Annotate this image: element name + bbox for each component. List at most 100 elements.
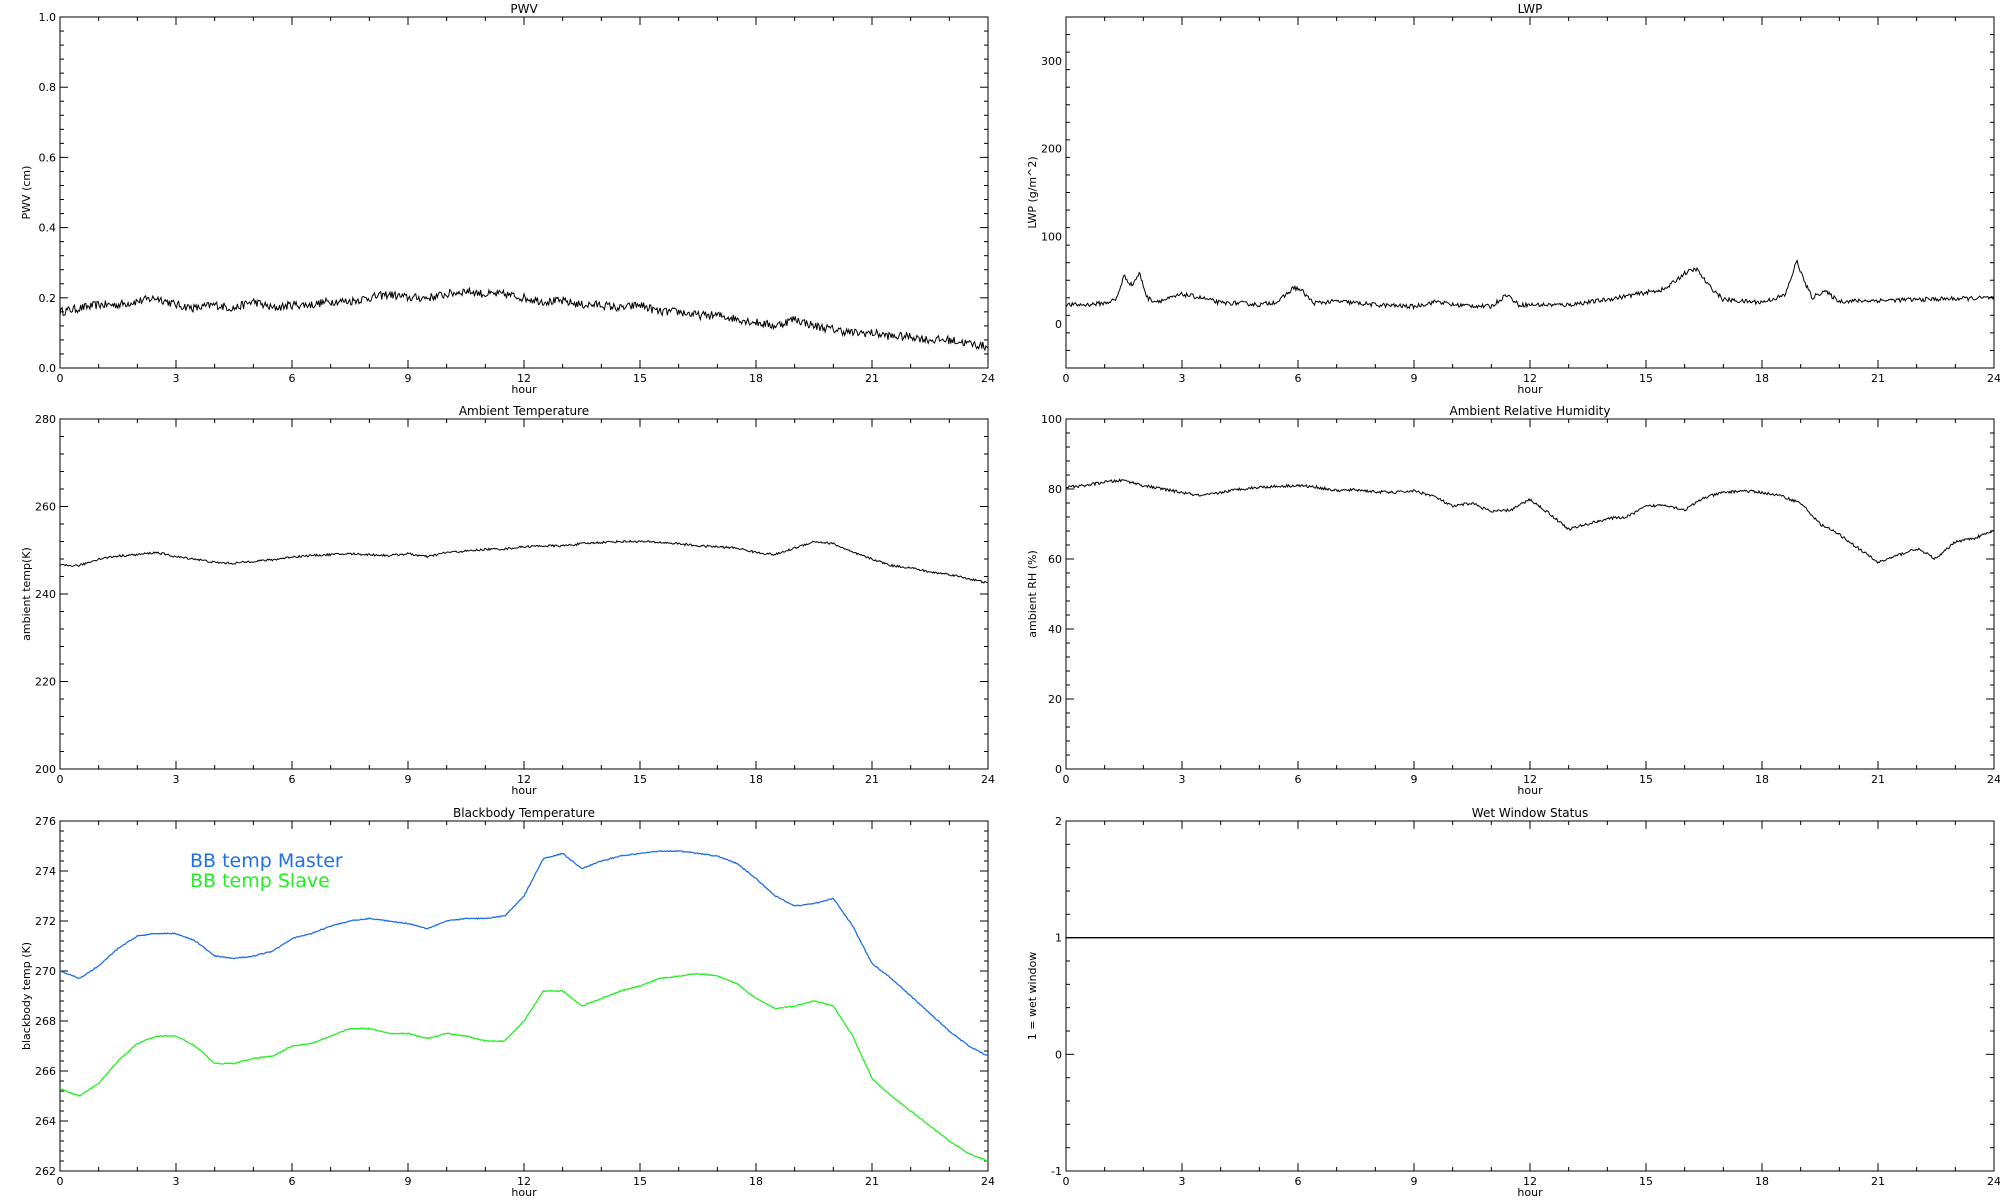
- wet-window-plot-frame: [1065, 820, 1995, 1172]
- pwv-y-tick-label: 0.6: [39, 151, 57, 164]
- ambient-rh-x-tick-label: 0: [1063, 773, 1070, 786]
- ambient-rh-x-tick-label: 18: [1755, 773, 1769, 786]
- lwp-y-tick-label: 300: [1041, 55, 1062, 68]
- blackbody-temp-series-line-0: [60, 849, 988, 1057]
- pwv-y-tick-label: 0.2: [39, 292, 57, 305]
- blackbody-temp-x-tick-label: 15: [633, 1175, 647, 1188]
- lwp-x-tick-label: 21: [1871, 372, 1885, 385]
- blackbody-temp-x-tick-label: 0: [57, 1175, 64, 1188]
- pwv-x-tick-label: 21: [865, 372, 879, 385]
- wet-window-x-tick-label: 9: [1411, 1175, 1418, 1188]
- blackbody-temp-y-axis-label: blackbody temp (K): [20, 942, 33, 1050]
- blackbody-temp-panel: Blackbody Temperature 0 3 6 9 12 15 18 21 24 hour 2…: [20, 806, 995, 1199]
- blackbody-temp-title: Blackbody Temperature: [453, 806, 595, 820]
- pwv-x-tick-label: 24: [981, 372, 995, 385]
- pwv-x-tick-label: 12: [517, 372, 531, 385]
- wet-window-x-tick-label: 6: [1295, 1175, 1302, 1188]
- lwp-panel: LWP 0 3 6 9 12 15 18 21 24 hour 0 100 200 300 LWP (g/m^…: [1026, 2, 2000, 396]
- ambient-rh-plot-frame: [1065, 418, 1995, 770]
- lwp-x-tick-label: 9: [1411, 372, 1418, 385]
- lwp-x-tick-label: 12: [1523, 372, 1537, 385]
- blackbody-temp-x-tick-label: 18: [749, 1175, 763, 1188]
- ambient-rh-panel: Ambient Relative Humidity 0 3 6 9 12 15 18 21 24 h…: [1026, 404, 2000, 797]
- lwp-y-tick-label: 200: [1041, 143, 1062, 156]
- ambient-temp-y-tick-label: 200: [35, 763, 56, 776]
- blackbody-temp-y-tick-label: 270: [35, 965, 56, 978]
- wet-window-x-tick-label: 24: [1987, 1175, 2000, 1188]
- blackbody-temp-x-tick-label: 3: [173, 1175, 180, 1188]
- ambient-rh-y-tick-label: 60: [1048, 553, 1062, 566]
- ambient-temp-series-line: [60, 539, 988, 584]
- ambient-rh-y-axis-label: ambient RH (%): [1026, 550, 1039, 638]
- wet-window-y-tick-label: 0: [1055, 1048, 1062, 1061]
- wet-window-x-tick-label: 12: [1523, 1175, 1537, 1188]
- ambient-temp-panel: Ambient Temperature 0 3 6 9 12 15 18 21 24 hour 200…: [20, 404, 995, 797]
- wet-window-y-tick-label: 2: [1055, 815, 1062, 828]
- ambient-temp-y-tick-label: 240: [35, 588, 56, 601]
- pwv-x-axis-label: hour: [511, 383, 537, 396]
- blackbody-temp-y-tick-label: 274: [35, 865, 56, 878]
- blackbody-temp-y-tick-label: 266: [35, 1065, 56, 1078]
- ambient-rh-y-tick-label: 40: [1048, 623, 1062, 636]
- lwp-x-tick-label: 0: [1063, 372, 1070, 385]
- blackbody-temp-legend-entry-0: BB temp Master: [190, 850, 343, 872]
- ambient-temp-x-tick-label: 9: [405, 773, 412, 786]
- ambient-rh-series-line: [1066, 478, 1994, 564]
- wet-window-x-tick-label: 3: [1179, 1175, 1186, 1188]
- wet-window-y-tick-label: -1: [1051, 1165, 1062, 1178]
- ambient-temp-y-axis-label: ambient temp(K): [20, 547, 33, 641]
- pwv-panel: PWV 0 3 6 9 12 15 18 21 24 hour 0.0 0.2 0.4 0.6 0.8 1.0 P…: [20, 2, 995, 396]
- ambient-rh-x-tick-label: 6: [1295, 773, 1302, 786]
- lwp-y-axis-label: LWP (g/m^2): [1026, 156, 1039, 228]
- lwp-x-tick-label: 3: [1179, 372, 1186, 385]
- ambient-rh-x-tick-label: 12: [1523, 773, 1537, 786]
- blackbody-temp-y-tick-label: 272: [35, 915, 56, 928]
- pwv-x-tick-label: 9: [405, 372, 412, 385]
- ambient-rh-title: Ambient Relative Humidity: [1450, 404, 1611, 418]
- pwv-x-tick-label: 18: [749, 372, 763, 385]
- wet-window-y-axis-label: 1 = wet window: [1026, 952, 1039, 1041]
- ambient-rh-x-tick-label: 15: [1639, 773, 1653, 786]
- blackbody-temp-y-tick-label: 264: [35, 1115, 56, 1128]
- ambient-temp-plot-frame: [59, 418, 989, 770]
- ambient-rh-y-tick-label: 100: [1041, 413, 1062, 426]
- ambient-temp-x-tick-label: 3: [173, 773, 180, 786]
- lwp-y-tick-label: 0: [1055, 318, 1062, 331]
- blackbody-temp-x-tick-label: 24: [981, 1175, 995, 1188]
- blackbody-temp-series-line-1: [60, 972, 988, 1162]
- ambient-rh-x-tick-label: 24: [1987, 773, 2000, 786]
- ambient-temp-x-tick-label: 6: [289, 773, 296, 786]
- ambient-rh-y-tick-label: 0: [1055, 763, 1062, 776]
- pwv-y-tick-label: 0.4: [39, 222, 57, 235]
- blackbody-temp-y-tick-label: 276: [35, 815, 56, 828]
- ambient-temp-y-tick-label: 280: [35, 413, 56, 426]
- ambient-rh-x-tick-label: 9: [1411, 773, 1418, 786]
- wet-window-x-axis-label: hour: [1517, 1186, 1543, 1199]
- lwp-x-tick-label: 24: [1987, 372, 2000, 385]
- wet-window-title: Wet Window Status: [1472, 806, 1588, 820]
- pwv-title: PWV: [510, 2, 538, 16]
- ambient-temp-title: Ambient Temperature: [459, 404, 589, 418]
- lwp-x-tick-label: 6: [1295, 372, 1302, 385]
- wet-window-x-tick-label: 21: [1871, 1175, 1885, 1188]
- pwv-series-line: [60, 287, 988, 352]
- ambient-temp-x-tick-label: 18: [749, 773, 763, 786]
- lwp-y-tick-label: 100: [1041, 230, 1062, 243]
- pwv-y-tick-label: 0.8: [39, 81, 57, 94]
- ambient-rh-y-tick-label: 20: [1048, 693, 1062, 706]
- pwv-x-tick-label: 6: [289, 372, 296, 385]
- blackbody-temp-x-axis-label: hour: [511, 1186, 537, 1199]
- wet-window-x-tick-label: 18: [1755, 1175, 1769, 1188]
- ambient-rh-y-tick-label: 80: [1048, 483, 1062, 496]
- ambient-temp-x-tick-label: 24: [981, 773, 995, 786]
- pwv-y-tick-label: 1.0: [39, 11, 57, 24]
- wet-window-x-tick-label: 0: [1063, 1175, 1070, 1188]
- ambient-temp-x-tick-label: 21: [865, 773, 879, 786]
- ambient-temp-x-axis-label: hour: [511, 784, 537, 797]
- pwv-y-tick-label: 0.0: [39, 362, 57, 375]
- blackbody-temp-y-tick-label: 268: [35, 1015, 56, 1028]
- blackbody-temp-x-tick-label: 6: [289, 1175, 296, 1188]
- lwp-x-tick-label: 15: [1639, 372, 1653, 385]
- lwp-x-axis-label: hour: [1517, 383, 1543, 396]
